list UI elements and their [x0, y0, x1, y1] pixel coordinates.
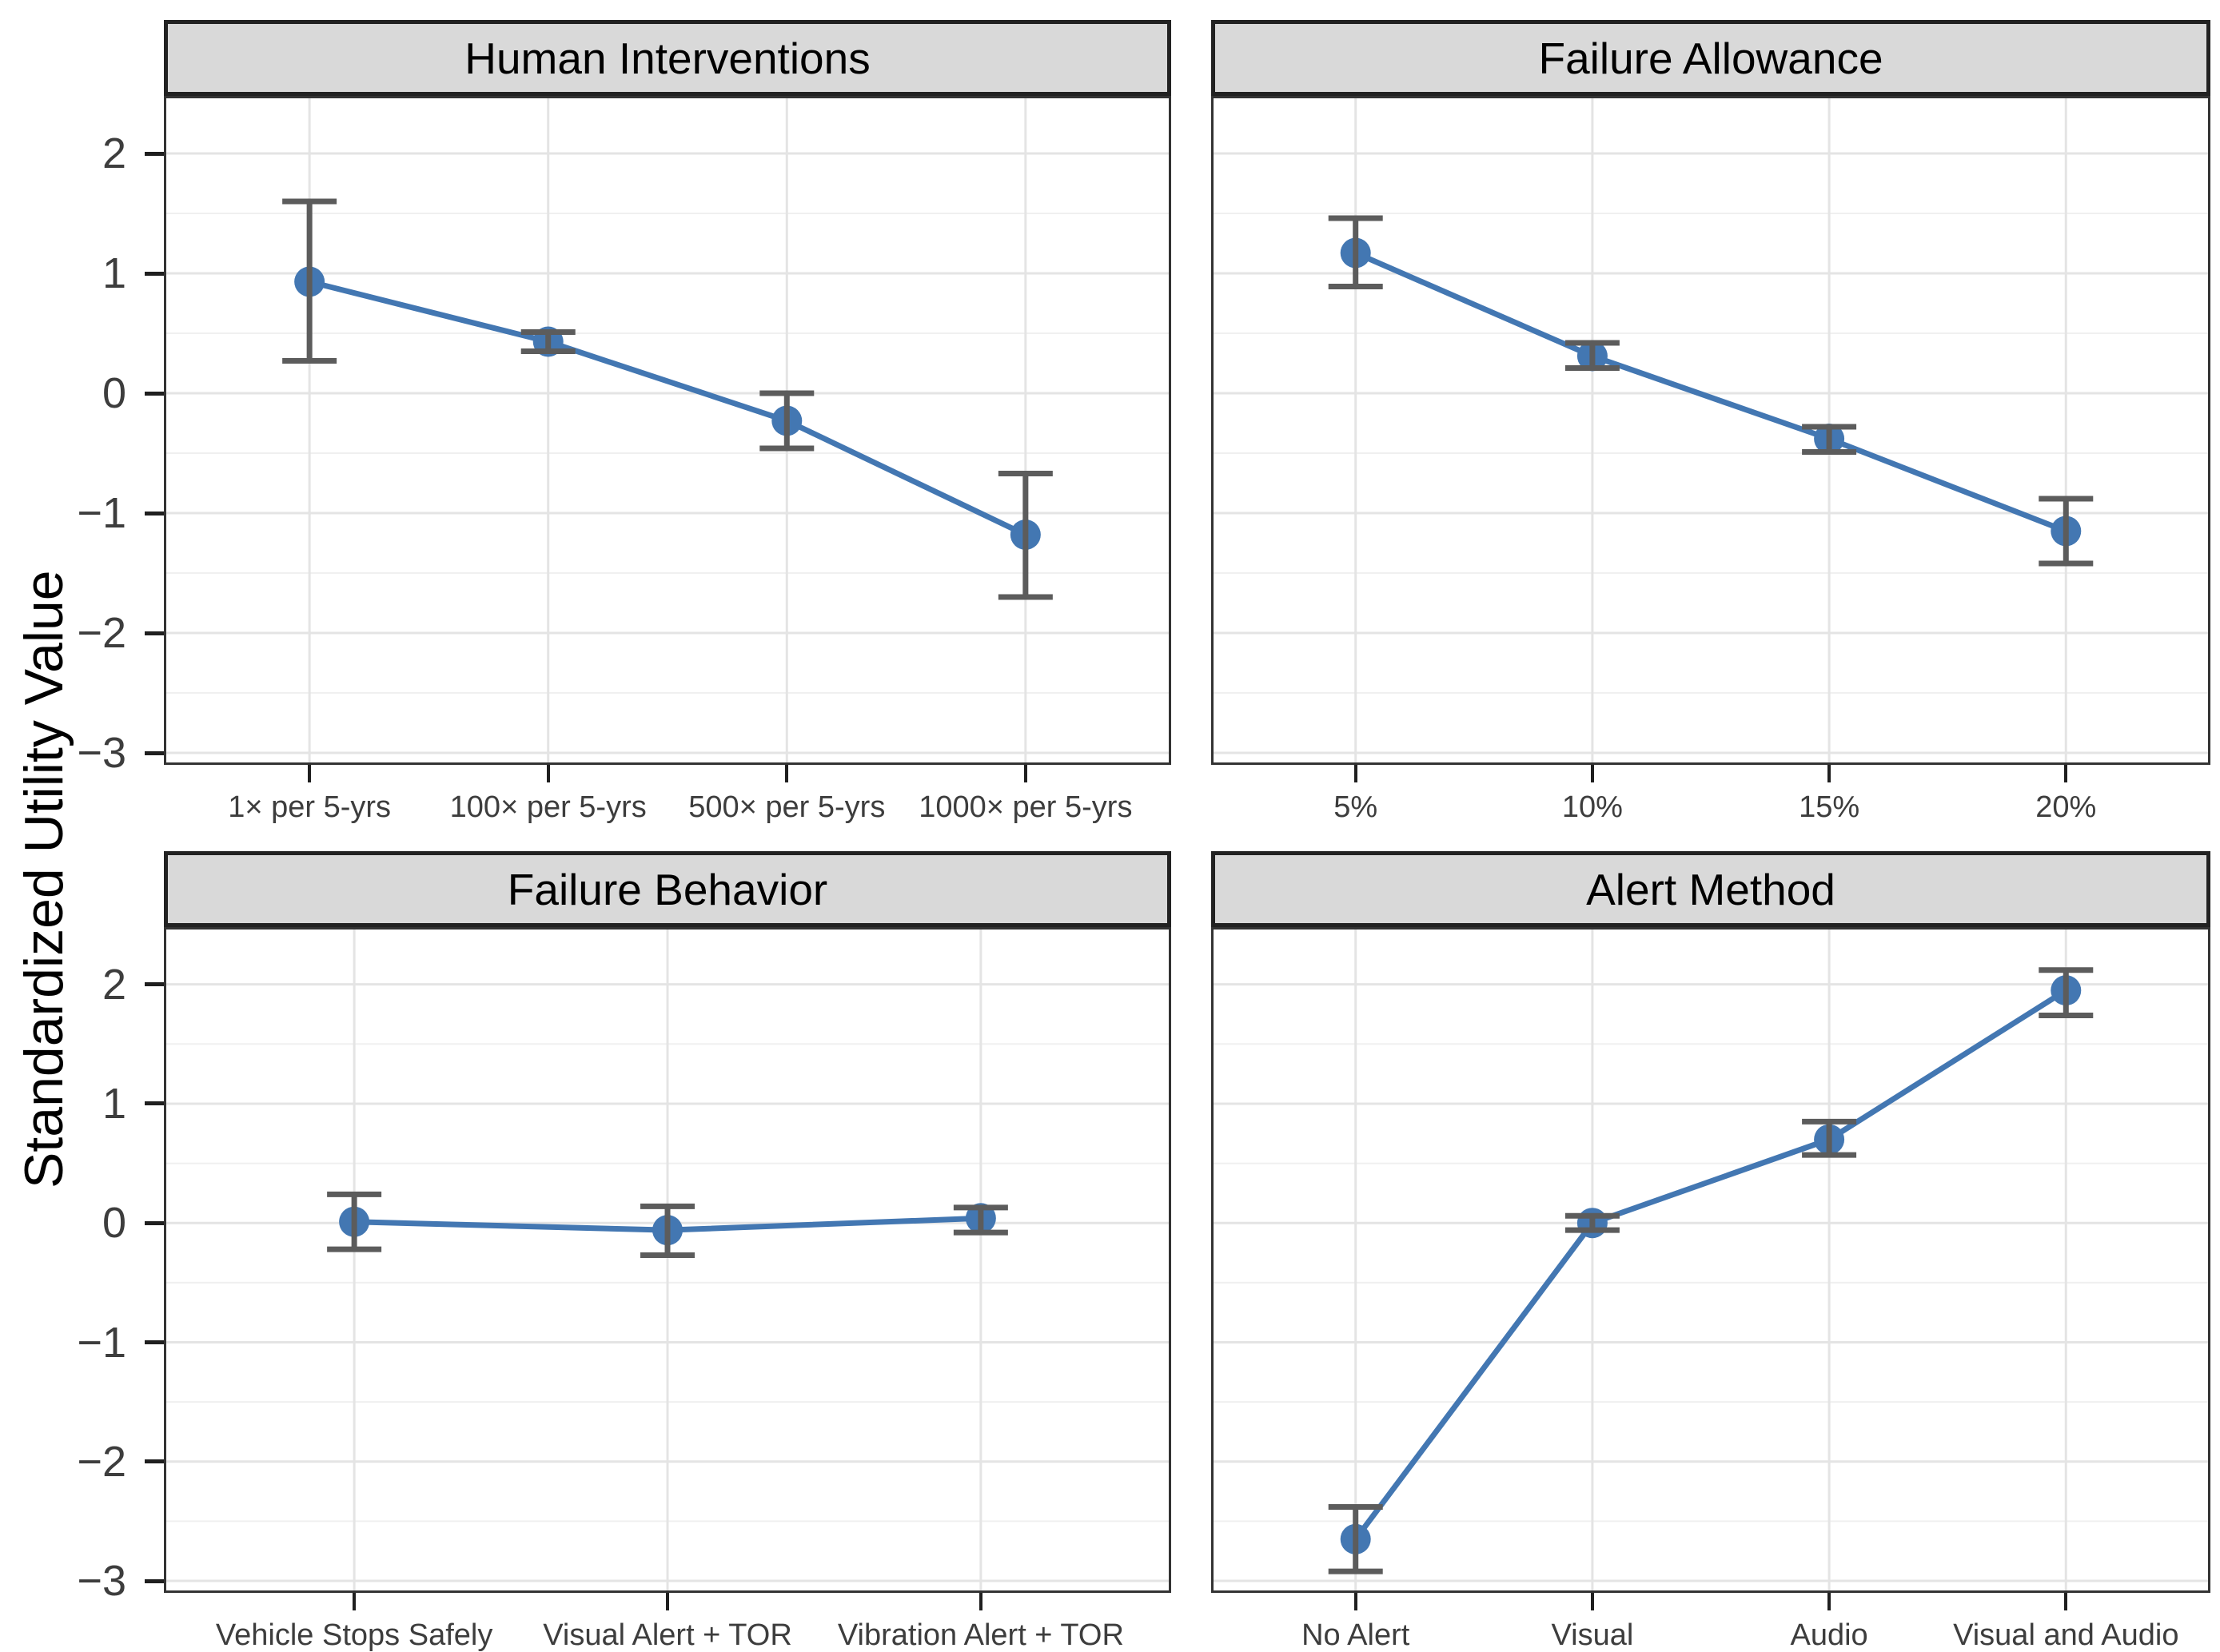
facet-panel [164, 927, 1171, 1593]
y-axis-tick [145, 1340, 164, 1344]
error-bar [282, 198, 337, 364]
panel-canvas [1214, 98, 2208, 762]
y-axis-tick-label: −2 [77, 1437, 126, 1486]
x-axis-tick [2064, 765, 2068, 782]
error-bar [640, 1203, 695, 1259]
y-axis-tick-label: −1 [77, 489, 126, 537]
facet-failure-allowance: Failure Allowance 5% 10% 15% 20% [1211, 20, 2210, 857]
x-axis-label: Vehicle Stops Safely [215, 1618, 493, 1652]
facet-failure-behavior: Failure Behavior Vehicle Stops Safely Vis… [164, 851, 1171, 1652]
x-axis-label: 10% [1561, 790, 1623, 824]
facet-title: Failure Allowance [1538, 33, 1883, 83]
y-axis-tick-label: 2 [102, 960, 126, 1009]
trend-line [1353, 987, 2069, 1543]
y-axis-tick-label: 0 [102, 369, 126, 417]
y-axis-tick-label: −2 [77, 609, 126, 657]
y-axis-row-2: 2 1 0 −1 −2 −3 [0, 927, 164, 1605]
error-bar [1802, 424, 1857, 455]
x-axis-label: 20% [2035, 790, 2097, 824]
x-axis-label: 500× per 5-yrs [688, 790, 886, 824]
x-axis-tick [308, 765, 312, 782]
x-axis-label: Audio [1790, 1618, 1868, 1652]
facet-strip: Alert Method [1211, 851, 2210, 927]
y-axis-tick-label: −3 [77, 1557, 126, 1606]
y-axis-tick [145, 631, 164, 635]
y-axis-tick [145, 1459, 164, 1464]
x-axis-tick [2064, 1593, 2068, 1610]
x-axis-label: 100× per 5-yrs [449, 790, 647, 824]
x-axis-tick [666, 1593, 669, 1610]
trend-line [306, 279, 1029, 538]
x-axis-label: Vibration Alert + TOR [837, 1618, 1124, 1652]
x-axis-tick [353, 1593, 357, 1610]
y-axis-tick-label: 2 [102, 129, 126, 177]
facet-title: Failure Behavior [507, 864, 828, 914]
y-axis-tick [145, 391, 164, 396]
y-axis-tick [145, 151, 164, 156]
x-axis-tick [1023, 765, 1027, 782]
y-axis-tick [145, 1578, 164, 1583]
x-axis-label: Visual and Audio [1953, 1618, 2179, 1652]
x-axis-tick [1827, 765, 1831, 782]
facet-human-interventions: Human Interventions 1× per 5-yrs 100× per… [164, 20, 1171, 857]
y-axis-tick [145, 750, 164, 755]
error-bar [520, 329, 576, 354]
x-axis: Vehicle Stops Safely Visual Alert + TOR Vi… [164, 1593, 1171, 1652]
x-axis-label: 15% [1799, 790, 1860, 824]
error-bar [1564, 340, 1620, 371]
x-axis-tick [1590, 1593, 1594, 1610]
x-axis-label: No Alert [1301, 1618, 1410, 1652]
error-bar [2039, 967, 2094, 1018]
y-axis-tick [145, 1101, 164, 1106]
facet-panel [1211, 927, 2210, 1593]
error-bar [2039, 496, 2094, 567]
y-axis-tick [145, 1220, 164, 1225]
error-bar [759, 390, 815, 452]
x-axis-tick [1353, 1593, 1357, 1610]
error-bar [1328, 1504, 1383, 1574]
y-axis-tick-label: 1 [102, 249, 126, 297]
x-axis: No Alert Visual Audio Visual and Audio [1211, 1593, 2210, 1652]
panel-canvas [166, 929, 1169, 1590]
x-axis-tick [1590, 765, 1594, 782]
x-axis-label: Visual [1551, 1618, 1634, 1652]
facet-panel [1211, 96, 2210, 765]
trend-line [1353, 250, 2069, 534]
error-bar [953, 1204, 1008, 1236]
y-axis-tick-label: −3 [77, 729, 126, 777]
facet-strip: Failure Allowance [1211, 20, 2210, 96]
y-axis-tick-label: 0 [102, 1199, 126, 1248]
x-axis-label: 5% [1333, 790, 1378, 824]
facet-title: Alert Method [1586, 864, 1835, 914]
x-axis-label: 1000× per 5-yrs [919, 790, 1133, 824]
x-axis-tick [1827, 1593, 1831, 1610]
error-bar [1802, 1118, 1857, 1158]
facet-alert-method: Alert Method No Alert Visual Audio Visual a… [1211, 851, 2210, 1652]
panel-canvas [166, 98, 1169, 762]
y-axis-tick [145, 982, 164, 987]
y-axis-tick-label: 1 [102, 1079, 126, 1128]
x-axis-tick [785, 765, 789, 782]
x-axis: 1× per 5-yrs 100× per 5-yrs 500× per 5-yrs… [164, 765, 1171, 857]
y-axis-tick-label: −1 [77, 1318, 126, 1367]
x-axis-label: 1× per 5-yrs [228, 790, 392, 824]
y-axis-row-1: 2 1 0 −1 −2 −3 [0, 96, 164, 777]
x-axis-tick [1353, 765, 1357, 782]
error-bar [998, 471, 1053, 600]
x-axis: 5% 10% 15% 20% [1211, 765, 2210, 857]
error-bar [1564, 1212, 1620, 1233]
facet-strip: Failure Behavior [164, 851, 1171, 927]
x-axis-label: Visual Alert + TOR [543, 1618, 792, 1652]
x-axis-tick [546, 765, 550, 782]
error-bar [1328, 215, 1383, 289]
error-bar [327, 1191, 382, 1252]
panel-canvas [1214, 929, 2208, 1590]
y-axis-tick [145, 271, 164, 276]
x-axis-tick [978, 1593, 982, 1610]
facet-panel [164, 96, 1171, 765]
facet-title: Human Interventions [464, 33, 871, 83]
y-axis-tick [145, 511, 164, 516]
facet-strip: Human Interventions [164, 20, 1171, 96]
